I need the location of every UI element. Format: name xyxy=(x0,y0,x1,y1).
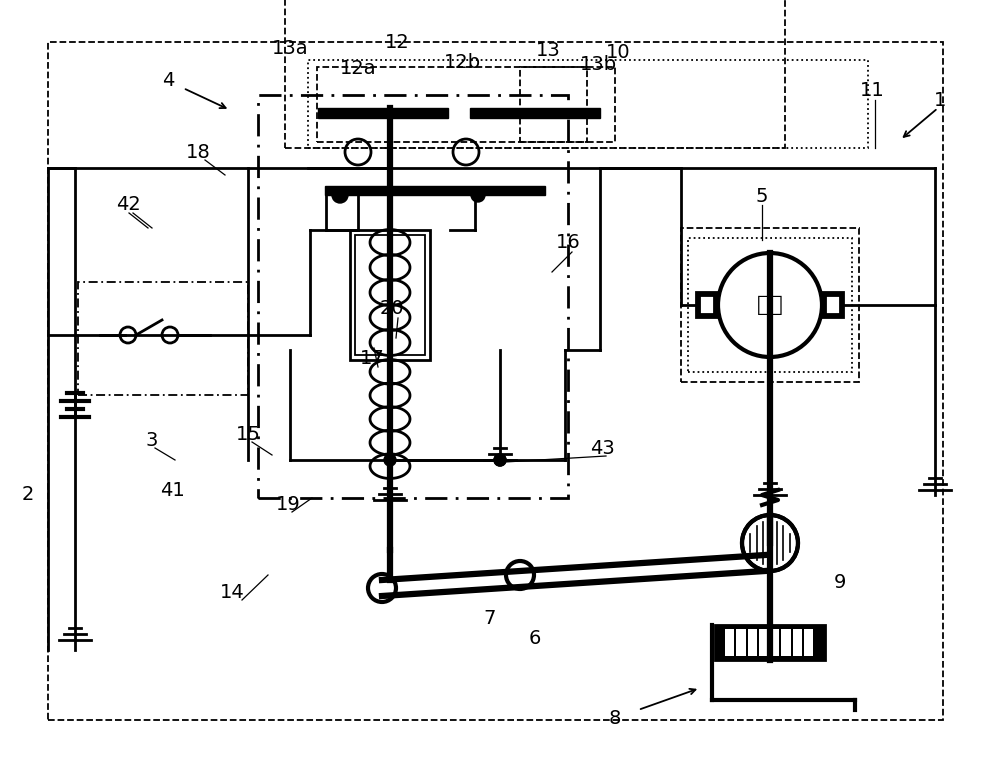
Circle shape xyxy=(368,574,396,602)
Bar xyxy=(696,292,718,318)
Bar xyxy=(355,235,425,355)
Circle shape xyxy=(384,454,396,466)
Circle shape xyxy=(762,555,778,571)
Text: 19: 19 xyxy=(276,495,300,514)
Bar xyxy=(470,108,600,118)
Text: 12: 12 xyxy=(385,33,409,53)
Text: 10: 10 xyxy=(606,43,630,62)
Circle shape xyxy=(332,187,348,203)
Circle shape xyxy=(494,454,506,466)
Circle shape xyxy=(471,188,485,202)
Circle shape xyxy=(742,515,798,571)
Text: 马达: 马达 xyxy=(757,295,783,315)
Bar xyxy=(770,629,779,656)
Text: 4: 4 xyxy=(162,71,174,90)
Bar xyxy=(748,629,757,656)
Text: 8: 8 xyxy=(609,708,621,728)
Bar xyxy=(715,625,825,660)
Text: 5: 5 xyxy=(756,187,768,206)
Bar xyxy=(822,292,844,318)
Text: 13: 13 xyxy=(536,40,560,59)
Bar xyxy=(308,60,868,148)
Circle shape xyxy=(506,561,534,589)
Text: 13b: 13b xyxy=(579,56,617,75)
Text: 43: 43 xyxy=(590,438,614,457)
Bar xyxy=(688,238,852,372)
Bar xyxy=(285,0,785,148)
Circle shape xyxy=(718,253,822,357)
Bar xyxy=(325,186,545,195)
Text: 2: 2 xyxy=(22,486,34,505)
Bar xyxy=(759,629,768,656)
Text: 14: 14 xyxy=(220,582,244,601)
Bar xyxy=(520,67,615,142)
Text: 7: 7 xyxy=(484,609,496,628)
Text: 3: 3 xyxy=(146,431,158,450)
Bar xyxy=(700,296,714,314)
Bar xyxy=(48,42,943,720)
Bar xyxy=(317,67,587,142)
Bar xyxy=(792,629,802,656)
Text: 16: 16 xyxy=(556,234,580,253)
Text: 1: 1 xyxy=(934,91,946,110)
Text: 42: 42 xyxy=(116,196,140,215)
Text: 12a: 12a xyxy=(340,59,376,78)
Text: 6: 6 xyxy=(529,629,541,648)
Text: 9: 9 xyxy=(834,572,846,591)
Text: 12b: 12b xyxy=(443,53,481,72)
Text: 17: 17 xyxy=(360,349,384,368)
Bar xyxy=(78,282,248,395)
Bar xyxy=(681,228,859,382)
Text: 13a: 13a xyxy=(272,39,308,58)
Bar xyxy=(736,629,746,656)
Bar xyxy=(826,296,840,314)
Text: 41: 41 xyxy=(160,480,184,499)
Text: 18: 18 xyxy=(186,144,210,163)
Bar xyxy=(725,629,734,656)
Bar xyxy=(781,629,790,656)
Text: 20: 20 xyxy=(380,298,404,317)
Circle shape xyxy=(494,454,506,466)
Bar xyxy=(318,108,448,118)
Bar xyxy=(804,629,813,656)
Bar xyxy=(350,230,430,360)
Bar xyxy=(258,95,568,498)
Text: 11: 11 xyxy=(860,81,884,100)
Text: 15: 15 xyxy=(236,425,260,444)
